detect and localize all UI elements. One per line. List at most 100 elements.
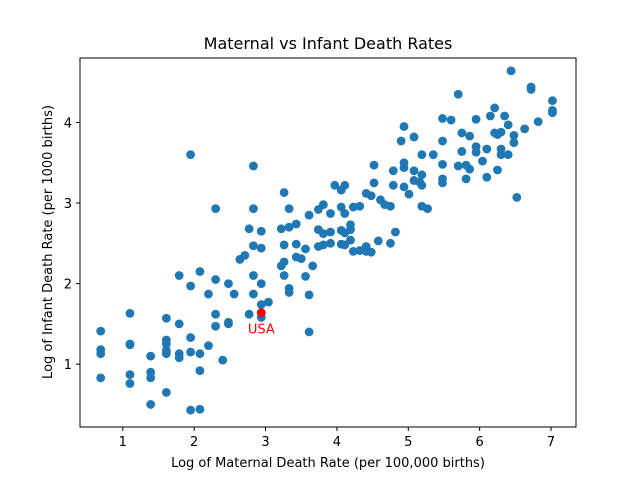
data-point bbox=[146, 373, 156, 383]
data-point bbox=[438, 159, 447, 169]
plot-frame bbox=[79, 57, 577, 428]
data-point bbox=[218, 355, 228, 365]
data-point bbox=[161, 349, 171, 359]
y-axis-ticks: 1 2 3 4 bbox=[64, 116, 80, 373]
data-point bbox=[404, 189, 414, 199]
data-point bbox=[195, 366, 205, 375]
data-point bbox=[346, 225, 355, 235]
data-point bbox=[256, 243, 266, 253]
data-point bbox=[482, 172, 492, 182]
data-point bbox=[244, 309, 254, 319]
data-point bbox=[471, 147, 481, 157]
data-point bbox=[509, 138, 519, 148]
data-point bbox=[326, 227, 335, 237]
data-point bbox=[240, 250, 250, 260]
data-point bbox=[548, 108, 557, 118]
data-point bbox=[336, 202, 346, 212]
data-point bbox=[96, 326, 106, 336]
data-point bbox=[125, 370, 135, 380]
data-point bbox=[279, 240, 289, 250]
x-tick-label: 2 bbox=[190, 435, 198, 450]
data-point bbox=[284, 222, 294, 232]
data-point bbox=[204, 289, 213, 299]
data-point bbox=[161, 387, 171, 397]
data-point bbox=[186, 281, 196, 291]
data-point bbox=[318, 240, 328, 250]
data-point bbox=[229, 289, 239, 299]
data-point bbox=[211, 321, 221, 331]
data-point bbox=[399, 163, 409, 172]
data-point bbox=[204, 341, 213, 351]
data-point bbox=[526, 85, 536, 94]
data-point bbox=[211, 309, 221, 319]
data-point bbox=[388, 180, 398, 190]
x-tick-label: 7 bbox=[547, 435, 555, 450]
data-point bbox=[224, 279, 233, 288]
highlight-label: USA bbox=[248, 323, 275, 338]
chart-title: Maternal vs Infant Death Rates bbox=[204, 34, 453, 53]
data-point bbox=[276, 224, 286, 234]
data-point bbox=[161, 313, 171, 323]
x-tick-label: 1 bbox=[119, 435, 127, 450]
data-point bbox=[396, 136, 406, 146]
data-point bbox=[284, 288, 294, 297]
data-point bbox=[366, 247, 376, 257]
data-point bbox=[548, 96, 557, 106]
data-point bbox=[512, 192, 522, 202]
data-point bbox=[391, 227, 400, 237]
data-point bbox=[326, 238, 335, 248]
y-tick-label: 3 bbox=[64, 197, 72, 212]
data-point bbox=[355, 246, 365, 255]
data-point bbox=[428, 150, 438, 160]
data-point bbox=[186, 347, 196, 357]
data-point bbox=[417, 150, 427, 160]
data-point bbox=[249, 271, 258, 280]
data-point bbox=[125, 340, 135, 350]
data-point bbox=[386, 238, 395, 248]
data-point bbox=[355, 201, 365, 211]
data-point bbox=[453, 161, 463, 171]
data-point bbox=[186, 405, 196, 415]
data-point bbox=[457, 147, 467, 156]
points-layer bbox=[96, 66, 557, 415]
data-point bbox=[485, 111, 495, 121]
data-point bbox=[224, 319, 233, 329]
data-point bbox=[264, 297, 273, 307]
data-point bbox=[346, 235, 355, 245]
data-point bbox=[478, 156, 487, 166]
data-point bbox=[146, 351, 156, 361]
data-point bbox=[195, 349, 205, 359]
highlight-point bbox=[256, 308, 266, 317]
data-point bbox=[373, 236, 383, 246]
data-point bbox=[366, 191, 376, 201]
data-point bbox=[249, 289, 258, 299]
data-point bbox=[461, 174, 471, 184]
data-point bbox=[174, 319, 184, 329]
data-point bbox=[301, 271, 310, 281]
data-point bbox=[438, 136, 447, 146]
data-point bbox=[125, 309, 135, 318]
x-tick-label: 6 bbox=[476, 435, 484, 450]
x-axis-label: Log of Maternal Death Rate (per 100,000 … bbox=[171, 456, 485, 471]
data-point bbox=[465, 131, 475, 141]
data-point bbox=[186, 333, 196, 342]
data-point bbox=[186, 150, 196, 160]
data-point bbox=[500, 111, 510, 121]
data-point bbox=[249, 161, 258, 171]
data-point bbox=[409, 132, 419, 142]
data-point bbox=[304, 327, 314, 337]
data-point bbox=[318, 200, 328, 210]
data-point bbox=[161, 339, 171, 349]
data-point bbox=[279, 271, 289, 280]
data-point bbox=[291, 239, 301, 249]
data-point bbox=[146, 400, 156, 409]
data-point bbox=[496, 150, 506, 160]
data-point bbox=[195, 267, 205, 276]
data-point bbox=[490, 103, 500, 113]
data-point bbox=[211, 275, 221, 284]
y-tick-label: 2 bbox=[64, 278, 72, 293]
data-point bbox=[369, 160, 379, 170]
data-point bbox=[318, 229, 328, 239]
x-tick-label: 3 bbox=[261, 435, 269, 450]
